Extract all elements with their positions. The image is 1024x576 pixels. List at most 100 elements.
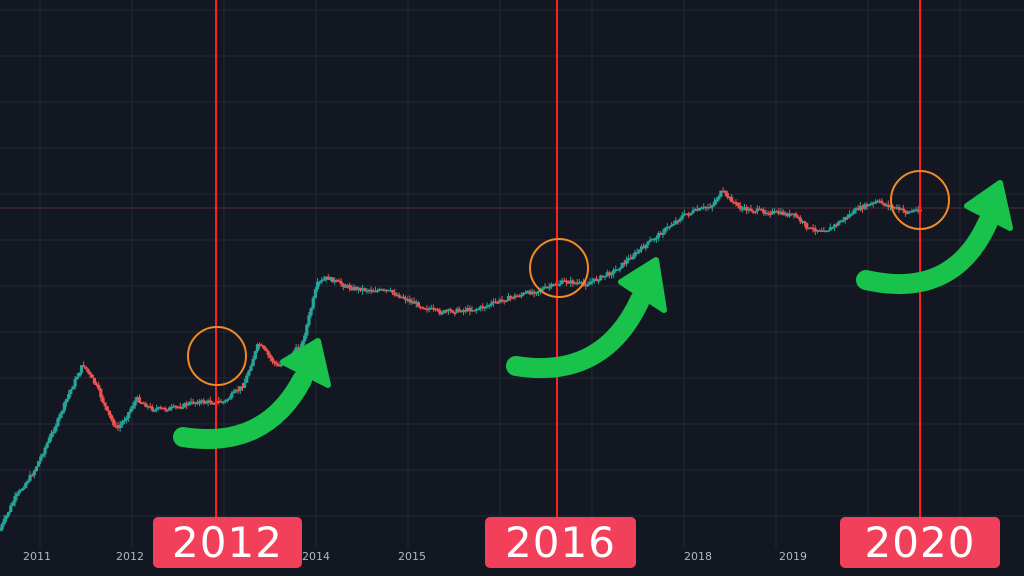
candle-body xyxy=(157,407,161,409)
candle-body xyxy=(757,208,762,211)
candle-body xyxy=(517,295,521,298)
candle-body xyxy=(172,405,176,408)
candle-body xyxy=(189,401,193,404)
candle-body xyxy=(813,228,817,232)
candle-body xyxy=(303,335,307,342)
candle-body xyxy=(345,285,350,287)
candle-body xyxy=(592,278,596,282)
candle-body xyxy=(560,280,564,284)
candle-body xyxy=(399,296,403,299)
candle-body xyxy=(895,207,899,209)
candle-body xyxy=(178,406,182,409)
candle-body xyxy=(376,290,380,292)
candle-body xyxy=(397,294,401,298)
growth-arrow-shaft xyxy=(506,290,650,379)
candle-body xyxy=(736,202,740,206)
highlight-circle-2012 xyxy=(187,326,247,386)
candle-body xyxy=(558,283,562,286)
candle-body xyxy=(620,262,624,268)
candle-body xyxy=(350,288,354,291)
candle-body xyxy=(483,307,487,309)
candle-body xyxy=(805,223,809,229)
candle-body xyxy=(850,214,854,216)
candle-body xyxy=(373,290,378,293)
candle-body xyxy=(511,297,515,299)
candle-body xyxy=(176,406,180,409)
candle-body xyxy=(212,403,217,405)
candle-body xyxy=(142,402,146,405)
candle-body xyxy=(384,289,388,292)
candle-body xyxy=(448,309,453,311)
candle-body xyxy=(624,260,629,264)
candle-body xyxy=(249,366,253,371)
candle-body xyxy=(817,230,822,232)
candle-body xyxy=(19,489,24,492)
candle-body xyxy=(94,383,99,385)
candle-body xyxy=(903,210,908,213)
candle-body xyxy=(745,207,749,211)
candle-body xyxy=(867,204,871,207)
candle-body xyxy=(912,209,916,212)
candle-body xyxy=(167,407,172,411)
candle-body xyxy=(491,301,496,304)
candle-body xyxy=(0,529,2,532)
candle-body xyxy=(532,291,536,294)
candle-body xyxy=(315,282,320,290)
candle-body xyxy=(715,199,719,202)
candle-body xyxy=(837,221,841,225)
candle-body xyxy=(341,284,345,287)
candle-body xyxy=(848,214,852,218)
candle-body xyxy=(406,299,410,301)
candle-body xyxy=(64,399,69,403)
candle-body xyxy=(618,267,622,270)
candle-body xyxy=(571,280,575,284)
candle-body xyxy=(453,312,457,315)
candle-body xyxy=(897,207,901,210)
candle-body xyxy=(839,220,843,223)
candle-body xyxy=(264,348,268,352)
candle-body xyxy=(860,205,865,209)
candle-body xyxy=(52,431,56,434)
candle-body xyxy=(820,230,824,233)
candlestick-series xyxy=(0,187,923,532)
candle-body xyxy=(13,496,17,503)
candle-body xyxy=(378,289,382,291)
candle-body xyxy=(577,282,581,284)
candle-body xyxy=(811,227,815,230)
candle-body xyxy=(824,230,828,233)
candle-body xyxy=(674,220,678,224)
candle-body xyxy=(337,280,341,282)
candle-body xyxy=(133,400,137,406)
candle-body xyxy=(225,399,230,401)
candle-body xyxy=(790,213,794,215)
candle-body xyxy=(835,224,839,226)
candle-body xyxy=(236,389,240,392)
candle-body xyxy=(380,289,384,291)
candle-body xyxy=(564,280,569,283)
candle-body xyxy=(678,218,682,222)
candle-body xyxy=(494,301,498,304)
candle-body xyxy=(693,209,697,211)
candle-body xyxy=(150,407,154,411)
candle-body xyxy=(307,315,311,325)
candle-body xyxy=(646,241,650,245)
candle-body xyxy=(603,276,607,278)
candle-body xyxy=(858,205,862,211)
candle-body xyxy=(704,206,708,209)
candle-body xyxy=(371,290,375,293)
candle-body xyxy=(275,363,279,365)
candle-body xyxy=(669,225,674,227)
candle-body xyxy=(845,216,850,219)
candle-body xyxy=(684,213,689,215)
candle-body xyxy=(202,400,206,403)
candle-body xyxy=(554,284,558,286)
candle-body xyxy=(676,220,680,223)
candle-body xyxy=(601,275,605,277)
halving-badge-2012: 2012 xyxy=(153,517,302,568)
candle-body xyxy=(785,213,790,217)
candle-body xyxy=(148,406,152,408)
candle-body xyxy=(800,221,805,223)
candle-body xyxy=(856,208,860,211)
candle-body xyxy=(695,209,699,211)
candle-body xyxy=(843,216,847,221)
